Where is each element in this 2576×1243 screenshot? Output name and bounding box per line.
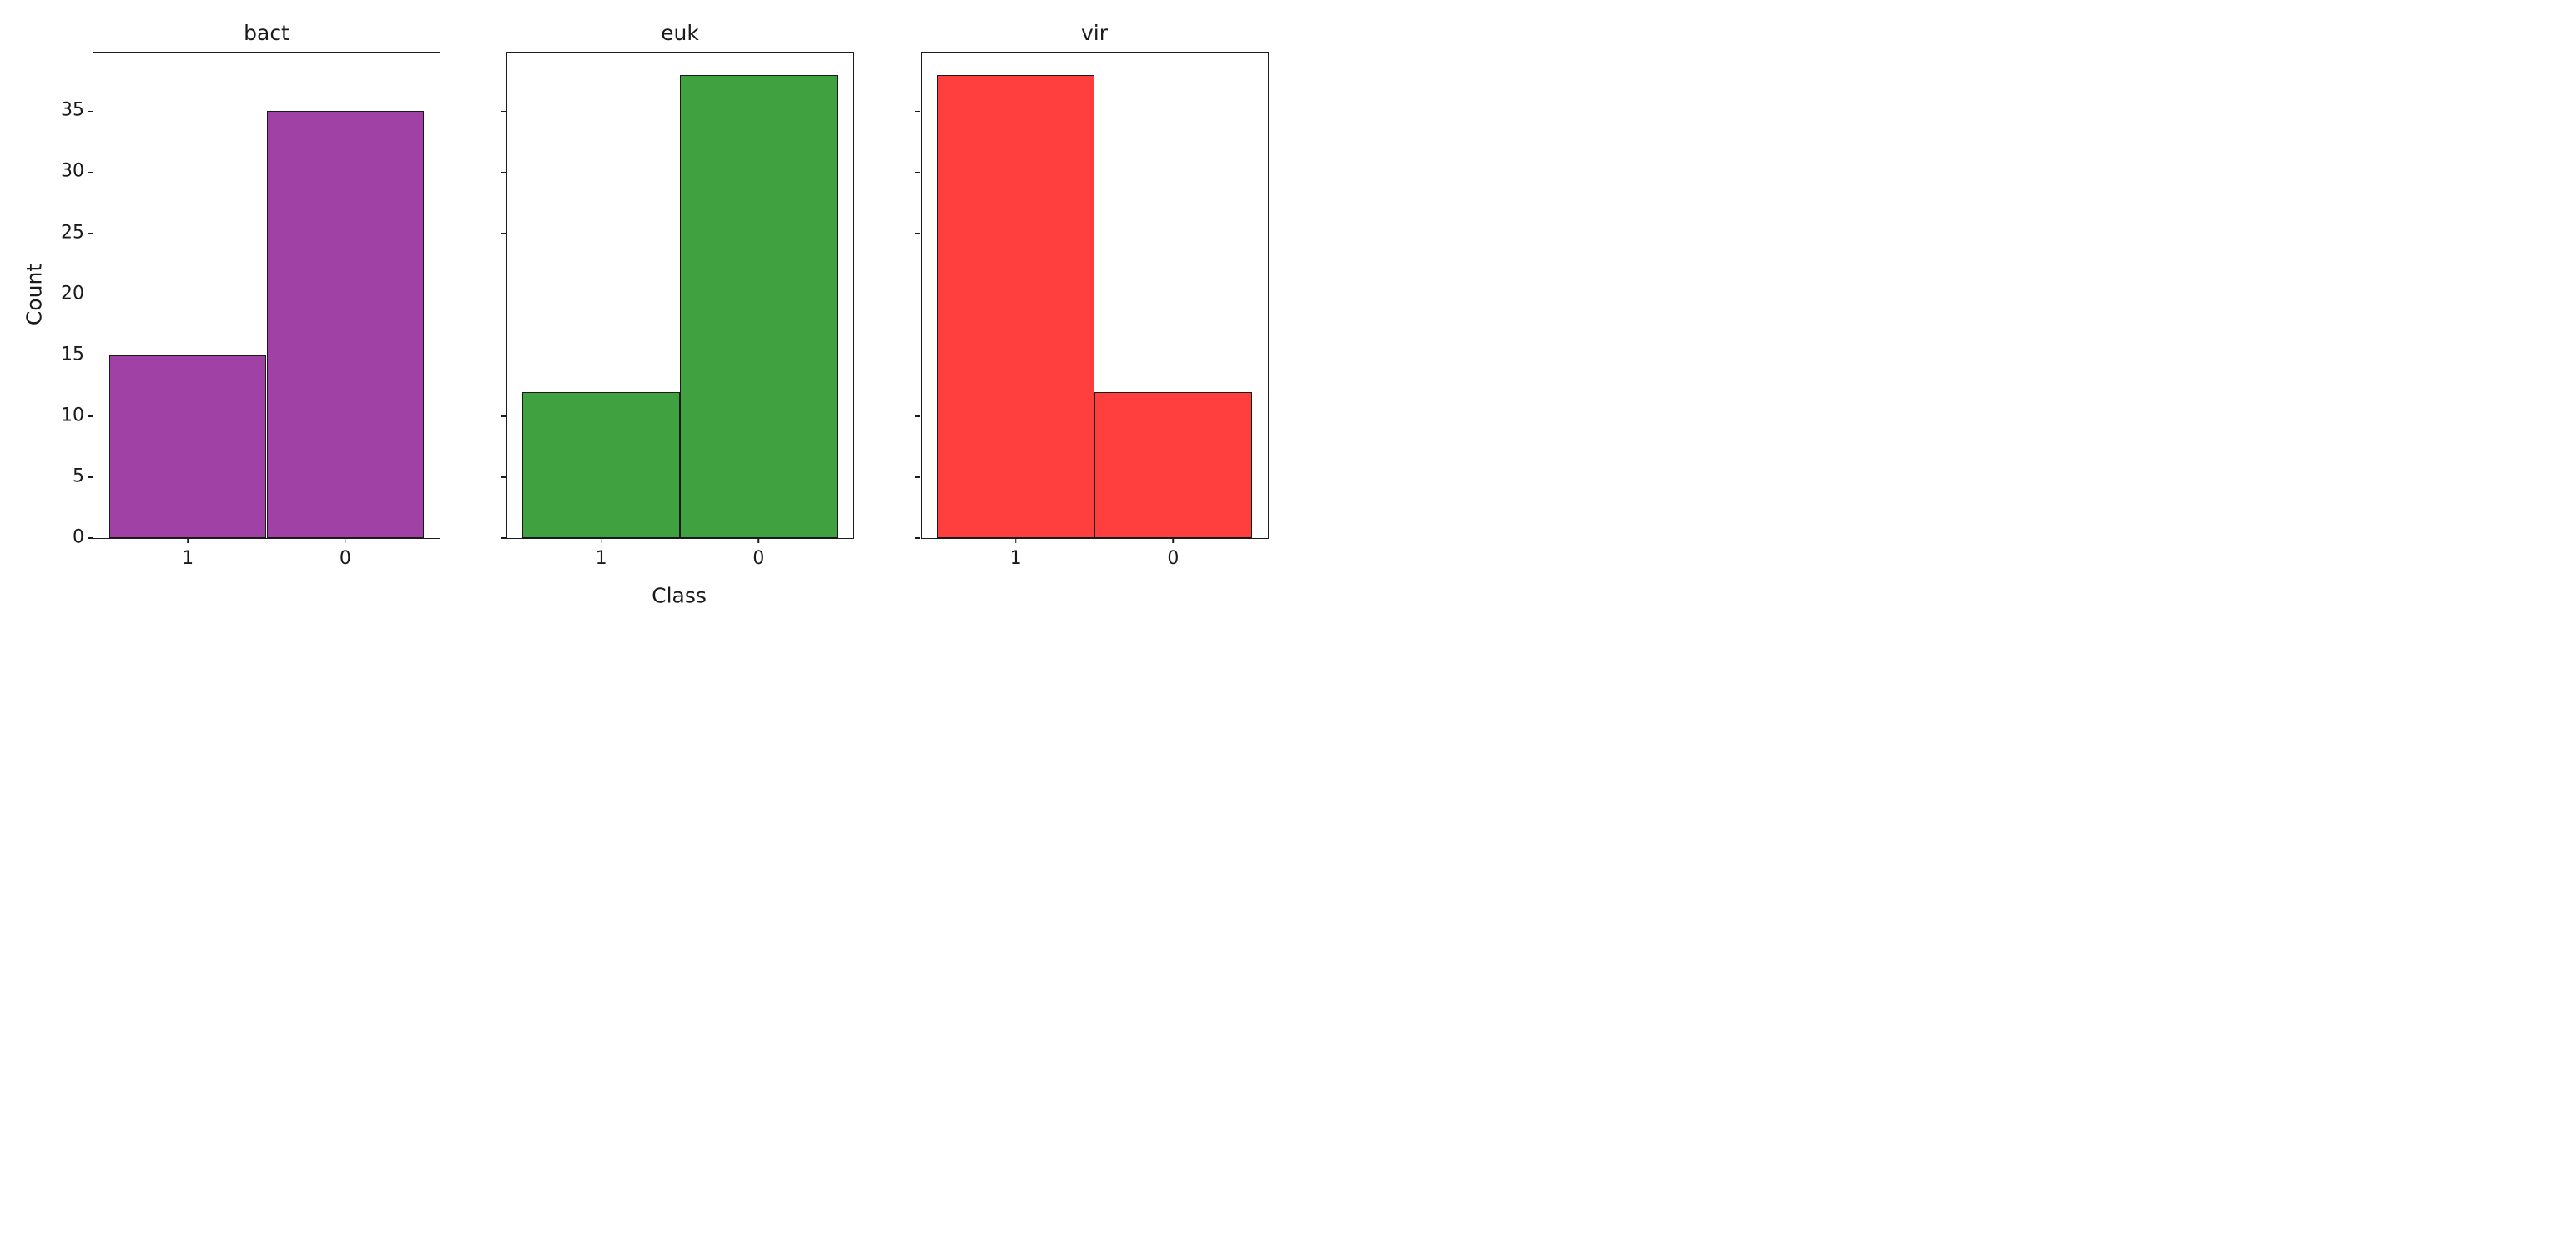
- y-tick: [87, 537, 93, 539]
- bar-euk-class-0: [680, 74, 838, 538]
- x-tick-label: 1: [182, 548, 194, 569]
- x-tick: [1172, 538, 1175, 543]
- subplot-title: bact: [244, 21, 289, 45]
- x-axis-label: Class: [652, 583, 707, 608]
- subplot-euk: euk 1 0: [501, 22, 854, 569]
- y-tick: [87, 354, 93, 356]
- y-tick: [501, 415, 506, 417]
- y-tick: [501, 232, 506, 234]
- bar-vir-class-1: [937, 74, 1094, 538]
- subplot-title: euk: [661, 21, 699, 45]
- y-tick-label: 30: [61, 160, 84, 182]
- bar-vir-class-0: [1094, 391, 1252, 538]
- y-tick: [915, 232, 920, 234]
- y-tick: [501, 354, 506, 356]
- y-tick: [915, 476, 920, 478]
- x-tick-label: 0: [1167, 548, 1180, 569]
- x-tick-label: 1: [595, 548, 607, 569]
- y-tick: [501, 171, 506, 174]
- x-tick-label: 0: [752, 548, 765, 569]
- y-tick-label: 5: [73, 465, 84, 487]
- y-tick: [87, 171, 93, 174]
- y-axis-label: Count: [22, 263, 47, 326]
- y-tick-label: 25: [61, 222, 84, 244]
- bar-euk-class-1: [522, 391, 680, 538]
- x-tick-label: 1: [1009, 548, 1022, 569]
- bar-bact-class-0: [266, 111, 425, 538]
- y-tick: [915, 415, 920, 417]
- y-tick: [915, 110, 920, 113]
- y-tick: [87, 232, 93, 234]
- x-tick: [345, 538, 346, 543]
- subplot-bact: bact 0 5 10 15 20 25 30 35 1 0: [61, 22, 440, 569]
- y-tick: [501, 293, 506, 295]
- y-tick: [915, 537, 920, 539]
- subplot-vir: vir 1 0: [915, 22, 1269, 569]
- y-tick: [915, 293, 920, 295]
- y-tick-label: 10: [61, 405, 84, 426]
- y-tick: [87, 476, 93, 478]
- figure: Count Class bact 0 5 10 15 20 25 30 35 1 0 euk 1 0 vir…: [0, 0, 1288, 622]
- y-tick: [915, 354, 920, 356]
- y-tick-label: 0: [73, 526, 84, 548]
- y-tick: [87, 293, 93, 295]
- subplot-title: vir: [1080, 21, 1109, 45]
- y-tick: [501, 537, 506, 539]
- y-tick: [501, 110, 506, 113]
- x-tick: [187, 538, 189, 543]
- x-tick: [1014, 538, 1017, 543]
- y-tick-label: 20: [61, 283, 84, 304]
- x-tick: [757, 538, 760, 543]
- y-tick: [915, 171, 920, 174]
- y-tick-label: 15: [61, 344, 84, 365]
- y-tick-label: 35: [61, 99, 84, 121]
- x-tick: [600, 538, 602, 543]
- y-tick: [87, 415, 93, 417]
- x-tick-label: 0: [339, 548, 351, 569]
- bar-bact-class-1: [108, 355, 267, 538]
- y-tick: [501, 476, 506, 478]
- y-tick: [87, 110, 93, 113]
